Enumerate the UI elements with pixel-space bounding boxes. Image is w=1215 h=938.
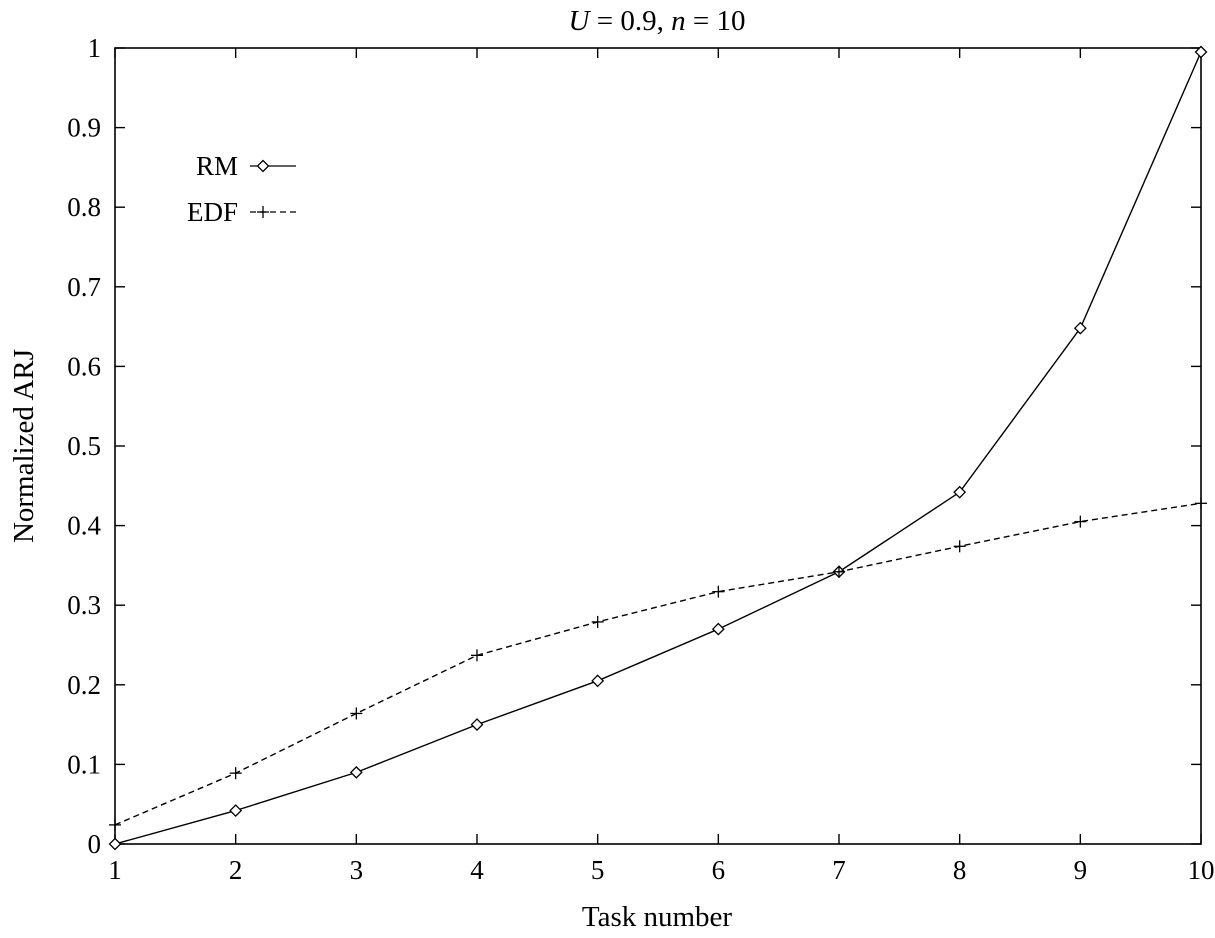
data-point-edf: [109, 818, 121, 831]
x-tick-label: 5: [591, 855, 605, 885]
series-line-edf: [114, 502, 1202, 826]
legend-entry-edf: EDF: [187, 197, 296, 227]
data-point-rm: [953, 485, 967, 499]
y-tick-label: 1: [88, 33, 102, 63]
y-tick-label: 0.1: [67, 749, 101, 779]
data-point-rm: [108, 837, 122, 851]
y-tick-label: 0.6: [67, 351, 101, 381]
y-tick-label: 0.7: [67, 272, 101, 302]
data-point-rm: [1073, 321, 1087, 335]
x-tick-label: 8: [953, 855, 967, 885]
legend: RM EDF: [187, 151, 296, 227]
x-tick-label: 3: [350, 855, 364, 885]
data-point-rm: [1194, 45, 1208, 59]
data-point-rm: [349, 765, 363, 779]
x-tick-label: 1: [108, 855, 122, 885]
series-rm: [108, 45, 1208, 851]
data-point-rm: [591, 674, 605, 688]
x-tick-label: 4: [470, 855, 484, 885]
series-line-rm: [114, 51, 1202, 845]
title-eq-u: = 0.9,: [589, 5, 671, 37]
x-tick-label: 10: [1188, 855, 1215, 885]
y-tick-label: 0.4: [67, 511, 101, 541]
data-point-edf: [1074, 515, 1087, 528]
data-point-edf: [591, 615, 604, 628]
plot-frame: [114, 47, 1202, 845]
y-axis-ticks: 0 0.1 0.2 0.3 0.4 0.5 0.6 0.7 0.8 0.9 1: [67, 33, 1201, 859]
x-tick-label: 9: [1074, 855, 1088, 885]
title-var-n: n: [671, 5, 686, 37]
data-point-rm: [229, 804, 243, 817]
y-tick-label: 0.9: [67, 113, 101, 143]
legend-marker-edf: [257, 206, 269, 218]
plot-area-border: [114, 47, 1202, 845]
data-point-edf: [471, 649, 483, 662]
title-var-u: U: [569, 5, 592, 37]
data-point-rm: [470, 718, 484, 732]
data-point-edf: [229, 767, 242, 780]
x-tick-label: 7: [832, 855, 846, 885]
y-tick-label: 0.8: [67, 192, 101, 222]
data-point-edf: [350, 707, 363, 720]
chart-title: U = 0.9, n = 10: [569, 5, 746, 37]
data-point-edf: [833, 565, 845, 578]
data-point-edf: [953, 540, 966, 553]
legend-marker-rm: [256, 159, 270, 173]
data-point-edf: [1195, 497, 1207, 510]
series-layer: [108, 45, 1208, 851]
legend-label-rm: RM: [196, 151, 238, 181]
x-axis-label: Task number: [582, 901, 733, 933]
x-tick-label: 2: [229, 855, 243, 885]
legend-entry-rm: RM: [196, 151, 296, 181]
y-tick-label: 0.5: [67, 431, 101, 461]
x-tick-label: 6: [712, 855, 726, 885]
y-axis-label: Normalized ARJ: [8, 349, 40, 543]
y-tick-label: 0.3: [67, 590, 101, 620]
series-edf: [109, 497, 1207, 831]
y-tick-label: 0.2: [67, 670, 101, 700]
legend-label-edf: EDF: [187, 197, 238, 227]
title-eq-n: = 10: [686, 5, 746, 37]
x-axis-ticks: 1 2 3 4 5 6 7 8 9 10: [108, 48, 1215, 885]
data-point-edf: [712, 585, 725, 598]
data-point-rm: [711, 622, 725, 636]
y-tick-label: 0: [88, 829, 102, 859]
